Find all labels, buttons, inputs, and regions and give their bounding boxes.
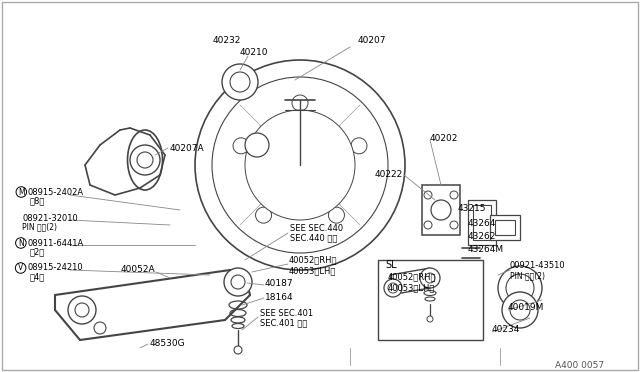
Circle shape xyxy=(450,191,458,199)
Text: SEC.401 参照: SEC.401 参照 xyxy=(260,318,307,327)
Text: 43264: 43264 xyxy=(468,218,497,228)
Text: 08915-2402A: 08915-2402A xyxy=(27,187,83,196)
Text: 40202: 40202 xyxy=(430,134,458,142)
Circle shape xyxy=(384,279,402,297)
Circle shape xyxy=(130,145,160,175)
Circle shape xyxy=(212,77,388,253)
Text: （8）: （8） xyxy=(30,196,45,205)
Circle shape xyxy=(292,95,308,111)
Text: 40053（LH）: 40053（LH） xyxy=(388,283,435,292)
Text: M: M xyxy=(18,187,24,196)
Circle shape xyxy=(222,64,258,100)
Text: SEC.440 参照: SEC.440 参照 xyxy=(290,234,337,243)
Circle shape xyxy=(137,152,153,168)
Text: 40232: 40232 xyxy=(213,35,241,45)
Circle shape xyxy=(234,346,242,354)
Circle shape xyxy=(224,268,252,296)
Ellipse shape xyxy=(229,301,247,309)
Text: （4）: （4） xyxy=(30,273,45,282)
Text: （2）: （2） xyxy=(30,247,45,257)
Circle shape xyxy=(388,283,398,293)
Text: A400 0057: A400 0057 xyxy=(555,360,604,369)
Bar xyxy=(468,200,496,245)
Text: SEE SEC.401: SEE SEC.401 xyxy=(260,308,313,317)
Text: 40052（RH）: 40052（RH） xyxy=(289,256,337,264)
Circle shape xyxy=(427,316,433,322)
Text: 40207: 40207 xyxy=(358,35,387,45)
Circle shape xyxy=(230,72,250,92)
Circle shape xyxy=(94,322,106,334)
Text: 40187: 40187 xyxy=(265,279,294,289)
Circle shape xyxy=(75,303,89,317)
Circle shape xyxy=(425,273,435,283)
Ellipse shape xyxy=(424,291,436,295)
Text: PIN ピン(2): PIN ピン(2) xyxy=(510,272,545,280)
Circle shape xyxy=(420,268,440,288)
Text: SEE SEC.440: SEE SEC.440 xyxy=(290,224,343,232)
Circle shape xyxy=(424,221,432,229)
Ellipse shape xyxy=(232,324,244,328)
Text: 08921-32010: 08921-32010 xyxy=(22,214,77,222)
Text: 08915-24210: 08915-24210 xyxy=(27,263,83,273)
Ellipse shape xyxy=(230,310,246,317)
Bar xyxy=(473,205,491,240)
Text: 40207A: 40207A xyxy=(170,144,205,153)
Circle shape xyxy=(245,133,269,157)
Circle shape xyxy=(195,60,405,270)
Text: 00921-43510: 00921-43510 xyxy=(510,262,566,270)
Circle shape xyxy=(272,137,328,193)
Ellipse shape xyxy=(231,317,245,323)
Text: 40019M: 40019M xyxy=(508,304,545,312)
Circle shape xyxy=(510,300,530,320)
Text: 48530G: 48530G xyxy=(150,339,186,347)
Text: 40234: 40234 xyxy=(492,326,520,334)
Circle shape xyxy=(424,191,432,199)
Text: N: N xyxy=(18,238,24,247)
Circle shape xyxy=(351,138,367,154)
Text: 43215: 43215 xyxy=(458,203,486,212)
Text: 43262: 43262 xyxy=(468,231,497,241)
Bar xyxy=(378,260,483,340)
Circle shape xyxy=(502,292,538,328)
Circle shape xyxy=(68,296,96,324)
Circle shape xyxy=(260,125,340,205)
Bar xyxy=(422,185,460,235)
Text: 43264M: 43264M xyxy=(468,246,504,254)
Text: SL: SL xyxy=(385,260,397,270)
Circle shape xyxy=(450,221,458,229)
Text: 40222: 40222 xyxy=(375,170,403,179)
Text: 40052A: 40052A xyxy=(120,266,155,275)
Text: 40210: 40210 xyxy=(240,48,269,57)
Text: PIN ピン(2): PIN ピン(2) xyxy=(22,222,57,231)
Circle shape xyxy=(255,207,271,223)
Bar xyxy=(495,220,515,235)
Circle shape xyxy=(328,207,344,223)
Ellipse shape xyxy=(127,130,163,190)
Bar xyxy=(490,215,520,240)
Ellipse shape xyxy=(425,297,435,301)
Circle shape xyxy=(231,275,245,289)
Text: V: V xyxy=(18,263,23,273)
Circle shape xyxy=(245,110,355,220)
Circle shape xyxy=(233,138,249,154)
Circle shape xyxy=(498,266,542,310)
Text: 08911-6441A: 08911-6441A xyxy=(27,238,83,247)
Circle shape xyxy=(431,200,451,220)
Circle shape xyxy=(506,274,534,302)
Ellipse shape xyxy=(245,130,265,160)
Text: 18164: 18164 xyxy=(265,292,294,301)
Text: 40052（RH）: 40052（RH） xyxy=(388,273,436,282)
Text: 40053（LH）: 40053（LH） xyxy=(289,266,337,276)
